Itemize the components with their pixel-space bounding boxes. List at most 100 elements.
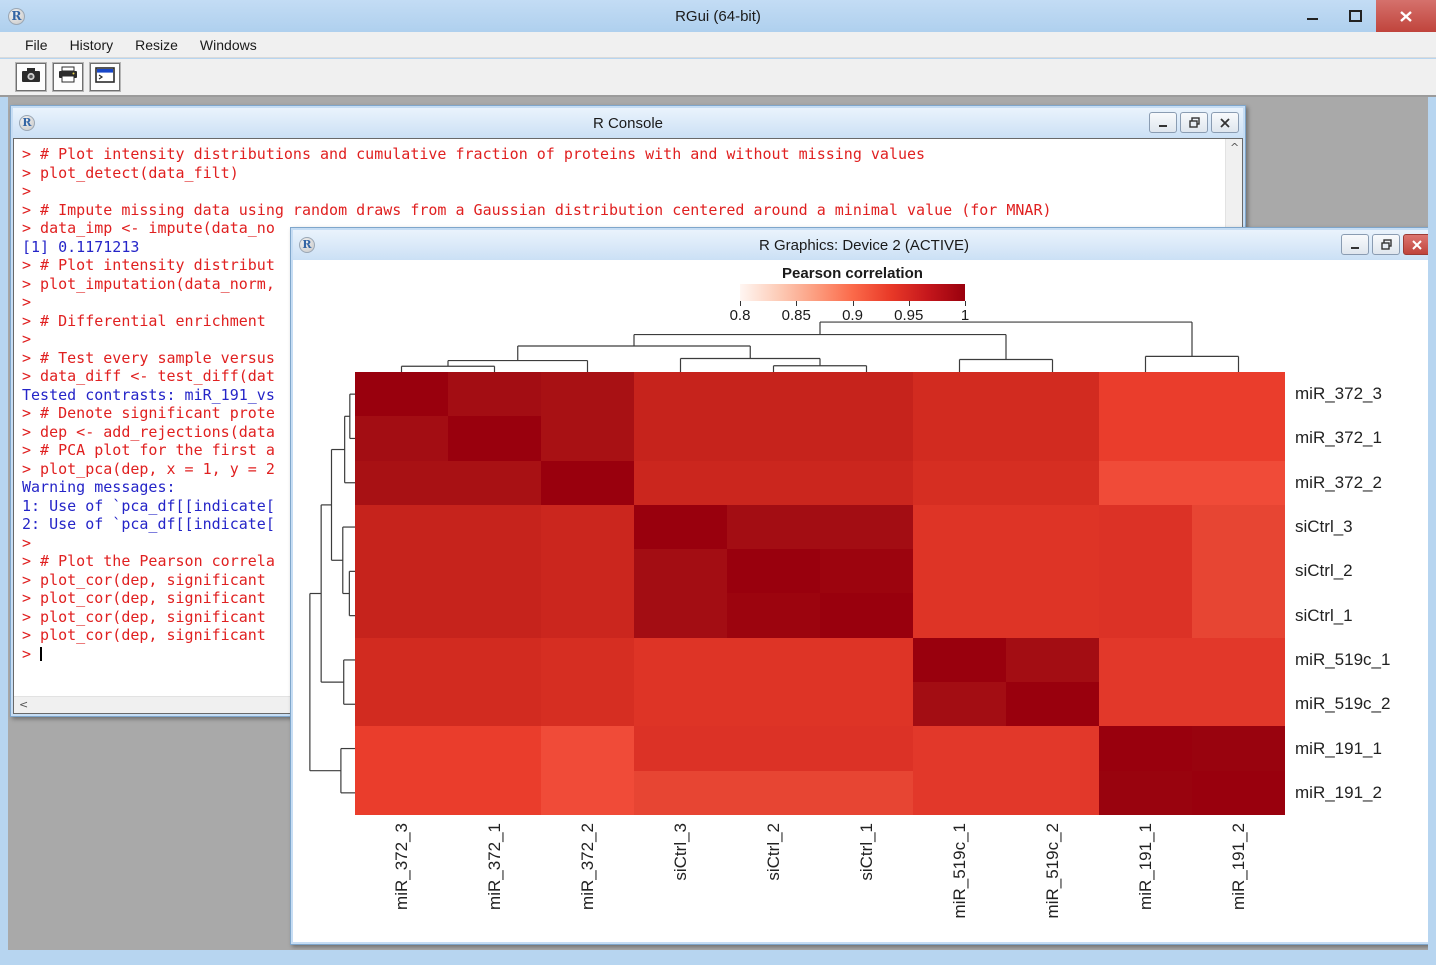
- graphics-window-controls: [1341, 234, 1428, 255]
- heatmap-cell: [1192, 460, 1285, 505]
- legend-tick-mark: [908, 301, 910, 306]
- legend-title: Pearson correlation: [782, 265, 923, 282]
- toolbar: [0, 59, 1436, 97]
- console-line: > plot_cor(dep, significant: [22, 626, 266, 644]
- console-close-button[interactable]: [1211, 112, 1239, 133]
- camera-icon: [21, 67, 41, 88]
- row-label: siCtrl_1: [1295, 605, 1353, 625]
- heatmap-cell: [1006, 504, 1099, 550]
- heatmap-cell: [541, 460, 634, 505]
- heatmap-cell: [541, 549, 634, 594]
- graphics-titlebar[interactable]: R R Graphics: Device 2 (ACTIVE): [293, 230, 1428, 260]
- column-label: miR_191_1: [1135, 823, 1155, 910]
- console-restore-button[interactable]: [1180, 112, 1208, 133]
- row-label: siCtrl_2: [1295, 561, 1353, 581]
- scroll-left-icon[interactable]: <: [19, 698, 29, 711]
- heatmap-cell: [820, 637, 913, 683]
- heatmap-cell: [355, 726, 448, 771]
- mdi-client-area: R R Console > # Plot intensity distribut…: [8, 97, 1428, 950]
- maximize-button[interactable]: [1334, 0, 1376, 32]
- heatmap-cell: [541, 593, 634, 638]
- console-line: >: [22, 182, 32, 200]
- console-line: > data_diff <- test_diff(dat: [22, 367, 275, 385]
- heatmap-cell: [448, 770, 541, 815]
- console-titlebar[interactable]: R R Console: [13, 108, 1243, 138]
- column-label: miR_372_3: [391, 823, 411, 910]
- column-label: miR_519c_1: [949, 823, 969, 919]
- menu-history[interactable]: History: [69, 36, 114, 53]
- legend-tick-label: 0.85: [781, 307, 811, 324]
- heatmap-cell: [1099, 460, 1192, 505]
- graphics-restore-button[interactable]: [1372, 234, 1400, 255]
- heatmap-cell: [913, 549, 1006, 594]
- heatmap-cell: [1192, 726, 1285, 771]
- legend-tick-mark: [796, 301, 798, 306]
- console-line: > plot_cor(dep, significant: [22, 607, 266, 626]
- graphics-minimize-button[interactable]: [1341, 234, 1369, 255]
- heatmap-cell: [1192, 549, 1285, 594]
- heatmap-cell: [913, 726, 1006, 771]
- heatmap-cell: [727, 549, 820, 594]
- main-titlebar[interactable]: R RGui (64-bit): [0, 0, 1436, 32]
- console-window-button[interactable]: [89, 62, 121, 92]
- heatmap-cell: [634, 682, 727, 727]
- heatmap-cell: [1099, 770, 1192, 815]
- heatmap-cell: [1099, 372, 1192, 417]
- heatmap-cell: [913, 593, 1006, 638]
- heatmap-cell: [448, 372, 541, 417]
- heatmap-cell: [1006, 770, 1099, 815]
- heatmap-cell: [727, 637, 820, 683]
- menu-file[interactable]: File: [25, 36, 48, 53]
- row-label: miR_372_1: [1295, 428, 1382, 448]
- heatmap-cell: [355, 460, 448, 505]
- heatmap-cell: [355, 372, 448, 417]
- heatmap-cell: [1006, 416, 1099, 461]
- row-label: miR_191_2: [1295, 782, 1382, 802]
- heatmap-cell: [820, 416, 913, 461]
- heatmap-cell: [1006, 637, 1099, 683]
- heatmap-cell: [820, 593, 913, 638]
- column-label: siCtrl_1: [856, 823, 876, 881]
- printer-icon: [58, 66, 78, 88]
- heatmap-cell: [1099, 504, 1192, 550]
- menu-windows[interactable]: Windows: [199, 36, 257, 53]
- heatmap-cell: [1099, 593, 1192, 638]
- heatmap-cell: [727, 416, 820, 461]
- console-line: > # Plot intensity distribut: [22, 256, 275, 274]
- console-line: > # Differential enrichment: [22, 311, 266, 330]
- console-line: > plot_imputation(data_norm,: [22, 274, 275, 293]
- heatmap-cell: [727, 682, 820, 727]
- main-window-title: RGui (64-bit): [675, 7, 761, 25]
- console-line: [1] 0.1171213: [22, 237, 140, 256]
- legend-tick-mark: [740, 301, 741, 306]
- heatmap-cell: [634, 372, 727, 417]
- minimize-button[interactable]: [1292, 0, 1334, 32]
- printer-button[interactable]: [52, 62, 84, 92]
- r-graphics-window: R R Graphics: Device 2 (ACTIVE) Pearson …: [290, 227, 1428, 945]
- close-button[interactable]: [1376, 0, 1436, 32]
- console-line: >: [22, 330, 32, 348]
- camera-button[interactable]: [15, 62, 47, 92]
- legend-tick-mark: [965, 301, 966, 306]
- console-text-area[interactable]: > # Plot intensity distributions and cum…: [22, 145, 1218, 693]
- console-line: > # Plot intensity distributions and cum…: [22, 145, 926, 163]
- column-label: miR_372_2: [577, 823, 597, 910]
- heatmap-cell: [1006, 460, 1099, 505]
- heatmap-cell: [1192, 593, 1285, 638]
- heatmap-cell: [448, 549, 541, 594]
- console-line: >: [22, 533, 32, 552]
- console-minimize-button[interactable]: [1149, 112, 1177, 133]
- menu-resize[interactable]: Resize: [135, 36, 178, 53]
- heatmap-cell: [634, 460, 727, 505]
- scroll-up-icon[interactable]: ^: [1230, 141, 1240, 154]
- heatmap-cell: [541, 416, 634, 461]
- heatmap-cell: [541, 504, 634, 550]
- row-label: miR_191_1: [1295, 738, 1382, 758]
- heatmap-cell: [820, 770, 913, 815]
- graphics-close-button[interactable]: [1403, 234, 1428, 255]
- heatmap-cell: [820, 504, 913, 550]
- heatmap-cell: [1099, 416, 1192, 461]
- heatmap-cell: [634, 637, 727, 683]
- heatmap-cell: [634, 549, 727, 594]
